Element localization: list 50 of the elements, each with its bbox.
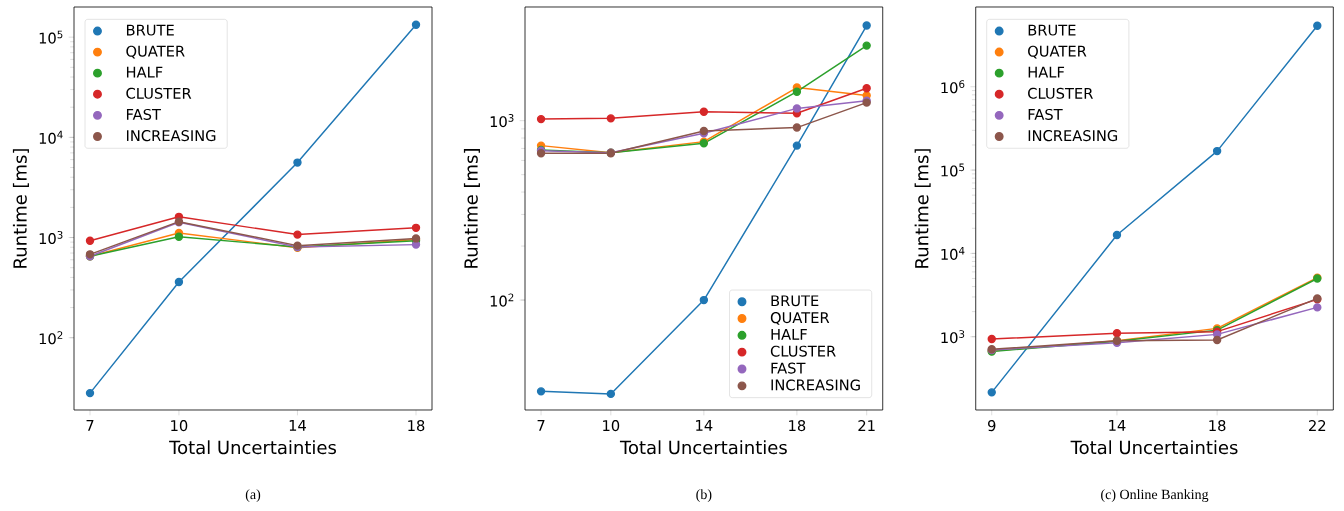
legend-label: BRUTE bbox=[1028, 24, 1076, 36]
text: (a) bbox=[245, 489, 261, 502]
legend-label: INCREASING bbox=[126, 130, 216, 142]
legend-label: HALF bbox=[126, 66, 163, 78]
x-tick-label: 18 bbox=[408, 420, 425, 432]
x-tick-label: 14 bbox=[1109, 420, 1126, 431]
y-tick-label: 10$^{5}$ bbox=[941, 163, 965, 177]
legend-label: QUATER bbox=[1028, 45, 1087, 59]
y-tick-label: 10$^{6}$ bbox=[941, 80, 965, 94]
x-axis-title: Total Uncertainties bbox=[169, 440, 336, 455]
x-tick-label: 9 bbox=[988, 420, 996, 432]
x-axis-title: Total Uncertainties bbox=[1070, 440, 1238, 455]
y-tick-label: 10$^{4}$ bbox=[941, 246, 965, 260]
legend-label: FAST bbox=[771, 362, 806, 374]
legend-label: HALF bbox=[1028, 66, 1065, 78]
y-axis-title: Runtime [ms] bbox=[914, 149, 931, 268]
text: (b) bbox=[696, 489, 712, 502]
y-axis-title: Runtime [ms] bbox=[463, 149, 480, 268]
legend-label: BRUTE bbox=[771, 295, 819, 307]
x-tick-label: 22 bbox=[1309, 420, 1326, 431]
y-tick-label: 10$^{5}$ bbox=[39, 30, 63, 44]
legend-label: HALF bbox=[771, 328, 807, 340]
x-tick-label: 14 bbox=[289, 420, 306, 431]
text: (c) Online Banking bbox=[1101, 489, 1209, 503]
legend-label: BRUTE bbox=[126, 24, 174, 36]
x-tick-label: 7 bbox=[86, 420, 94, 431]
x-tick-label: 10 bbox=[171, 420, 188, 432]
legend-label: CLUSTER bbox=[1028, 87, 1093, 99]
y-tick-label: 10$^{2}$ bbox=[490, 293, 514, 307]
x-tick-label: 7 bbox=[537, 420, 545, 431]
legend-label: FAST bbox=[126, 108, 161, 121]
y-tick-label: 10$^{3}$ bbox=[39, 230, 63, 245]
legend-label: QUATER bbox=[126, 45, 185, 59]
y-axis-title: Runtime [ms] bbox=[12, 149, 29, 268]
x-tick-label: 18 bbox=[1209, 420, 1226, 432]
legend-label: INCREASING bbox=[1028, 130, 1118, 142]
y-tick-label: 10$^{4}$ bbox=[39, 130, 63, 144]
legend-label: QUATER bbox=[770, 312, 830, 325]
legend-label: CLUSTER bbox=[770, 345, 836, 357]
x-tick-label: 14 bbox=[696, 420, 713, 431]
y-tick-label: 10$^{3}$ bbox=[941, 330, 965, 344]
x-tick-label: 21 bbox=[858, 420, 875, 431]
legend-label: INCREASING bbox=[771, 379, 860, 391]
y-tick-label: 10$^{3}$ bbox=[490, 114, 514, 128]
x-tick-label: 18 bbox=[789, 420, 806, 432]
legend-label: FAST bbox=[1028, 108, 1063, 120]
y-tick-label: 10$^{2}$ bbox=[39, 331, 63, 345]
x-tick-label: 10 bbox=[603, 420, 620, 432]
x-axis-title: Total Uncertainties bbox=[619, 440, 787, 455]
legend-label: CLUSTER bbox=[126, 87, 192, 99]
